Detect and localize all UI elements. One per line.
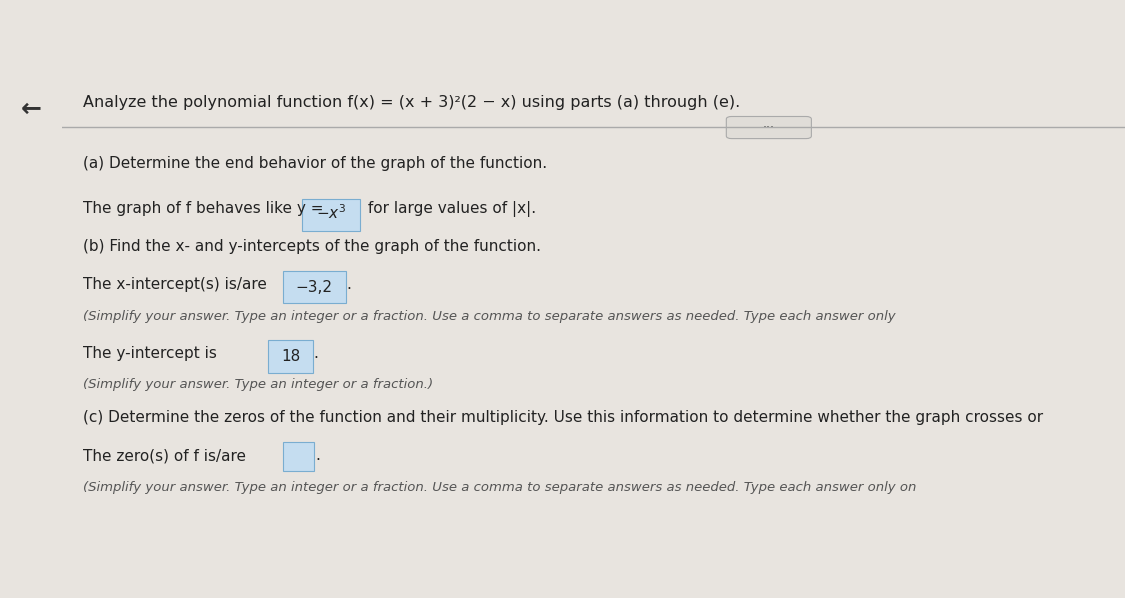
Text: (Simplify your answer. Type an integer or a fraction.): (Simplify your answer. Type an integer o… — [83, 378, 433, 391]
FancyBboxPatch shape — [284, 271, 345, 303]
Text: The graph of f behaves like y =: The graph of f behaves like y = — [83, 201, 328, 216]
Text: ←: ← — [20, 97, 42, 121]
Text: The x-intercept(s) is/are: The x-intercept(s) is/are — [83, 277, 272, 292]
Text: $-x^3$: $-x^3$ — [316, 203, 346, 222]
FancyBboxPatch shape — [303, 199, 360, 231]
Text: (b) Find the x- and y-intercepts of the graph of the function.: (b) Find the x- and y-intercepts of the … — [83, 239, 541, 254]
Text: ···: ··· — [763, 121, 775, 134]
Text: .: . — [346, 277, 352, 292]
Text: The y-intercept is: The y-intercept is — [83, 346, 222, 361]
Text: for large values of |x|.: for large values of |x|. — [362, 201, 536, 216]
Text: .: . — [314, 346, 318, 361]
FancyBboxPatch shape — [268, 340, 313, 373]
Text: (a) Determine the end behavior of the graph of the function.: (a) Determine the end behavior of the gr… — [83, 156, 547, 171]
Text: −3,2: −3,2 — [296, 280, 333, 295]
Text: (Simplify your answer. Type an integer or a fraction. Use a comma to separate an: (Simplify your answer. Type an integer o… — [83, 481, 917, 494]
Text: 18: 18 — [281, 349, 300, 364]
FancyBboxPatch shape — [727, 117, 811, 139]
Text: (c) Determine the zeros of the function and their multiplicity. Use this informa: (c) Determine the zeros of the function … — [83, 410, 1046, 425]
Text: (Simplify your answer. Type an integer or a fraction. Use a comma to separate an: (Simplify your answer. Type an integer o… — [83, 310, 899, 322]
FancyBboxPatch shape — [284, 442, 314, 471]
Text: .: . — [315, 448, 320, 463]
Text: Analyze the polynomial function f(x) = (x + 3)²(2 − x) using parts (a) through (: Analyze the polynomial function f(x) = (… — [83, 96, 740, 111]
Text: The zero(s) of f is/are: The zero(s) of f is/are — [83, 448, 251, 463]
